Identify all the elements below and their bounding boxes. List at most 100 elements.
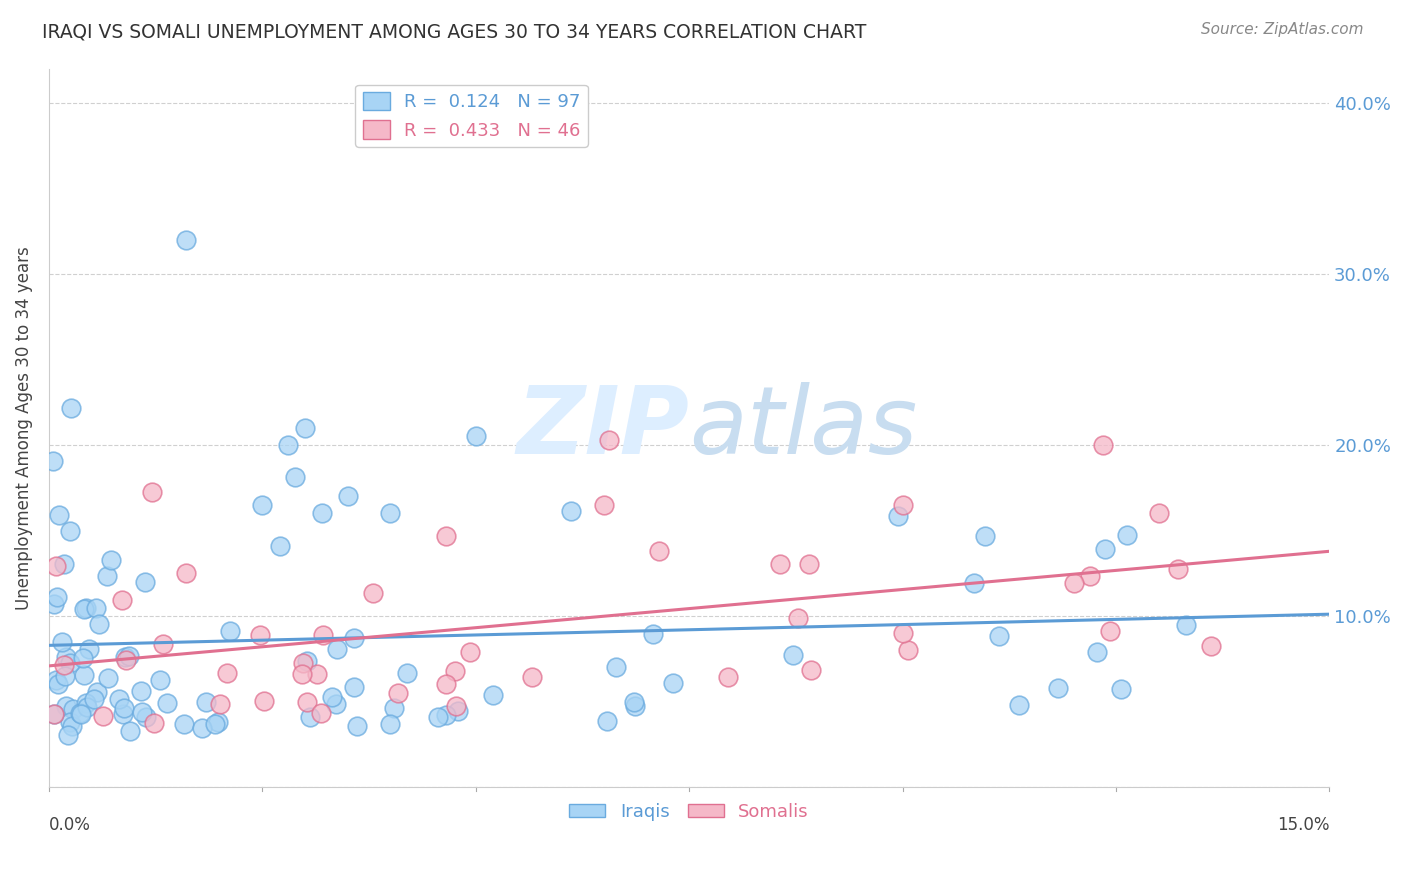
Point (378, 717, 401, 731)
Point (73, 668, 96, 682)
Point (58, 714, 80, 729)
Point (426, 710, 449, 724)
Point (395, 666, 418, 681)
Point (149, 673, 172, 687)
Point (112, 701, 135, 715)
Point (60, 719, 83, 733)
Point (325, 697, 347, 711)
Point (299, 710, 322, 724)
Point (598, 433, 620, 447)
Point (111, 593, 134, 607)
Point (321, 690, 343, 704)
Point (897, 642, 920, 657)
Point (988, 629, 1011, 643)
Point (717, 670, 740, 684)
Point (434, 529, 457, 543)
Point (596, 714, 619, 728)
Point (62, 701, 84, 715)
Point (648, 543, 671, 558)
Point (100, 553, 122, 567)
Point (252, 498, 274, 512)
Point (1085, 645, 1108, 659)
Point (291, 657, 314, 671)
Point (131, 706, 153, 720)
Point (134, 574, 156, 589)
Point (382, 701, 405, 715)
Text: atlas: atlas (689, 383, 917, 474)
Point (91, 709, 114, 723)
Point (434, 677, 457, 691)
Point (76, 700, 98, 714)
Point (174, 233, 197, 247)
Point (111, 706, 134, 721)
Point (115, 653, 138, 667)
Point (129, 683, 152, 698)
Point (249, 628, 271, 642)
Point (51, 635, 73, 649)
Point (55, 650, 77, 665)
Point (1199, 640, 1222, 654)
Point (48, 676, 70, 690)
Point (346, 719, 368, 733)
Point (253, 694, 276, 708)
Point (291, 667, 314, 681)
Point (295, 695, 318, 709)
Point (55, 699, 77, 714)
Point (605, 659, 627, 673)
Point (1175, 618, 1198, 632)
Point (482, 688, 505, 702)
Point (53, 557, 76, 571)
Point (520, 670, 543, 684)
Point (156, 696, 179, 710)
Point (444, 698, 467, 713)
Point (434, 707, 457, 722)
Point (891, 498, 914, 512)
Y-axis label: Unemployment Among Ages 30 to 34 years: Unemployment Among Ages 30 to 34 years (15, 246, 32, 609)
Point (207, 714, 229, 729)
Point (118, 649, 141, 664)
Point (641, 627, 664, 641)
Point (73, 602, 96, 616)
Point (973, 528, 995, 542)
Point (83, 692, 105, 706)
Point (56, 728, 79, 742)
Point (42, 598, 65, 612)
Point (444, 664, 467, 678)
Point (464, 429, 486, 443)
Point (387, 686, 409, 700)
Point (48, 508, 70, 522)
Point (294, 421, 316, 435)
Point (380, 506, 402, 520)
Point (800, 663, 823, 677)
Point (75, 600, 97, 615)
Point (141, 485, 163, 500)
Point (96, 569, 118, 583)
Point (1115, 527, 1137, 541)
Point (363, 586, 385, 600)
Point (77, 641, 100, 656)
Point (592, 498, 614, 512)
Point (312, 628, 335, 642)
Point (269, 539, 291, 553)
Text: ZIP: ZIP (516, 382, 689, 474)
Point (53, 669, 76, 683)
Point (42, 707, 65, 722)
Point (41, 454, 63, 468)
Point (89, 617, 111, 632)
Point (69, 706, 91, 720)
Point (297, 654, 319, 668)
Point (215, 666, 238, 681)
Point (311, 506, 333, 520)
Point (191, 721, 214, 735)
Point (97, 671, 120, 685)
Point (560, 503, 582, 517)
Point (173, 716, 195, 731)
Point (342, 680, 364, 694)
Legend: Iraqis, Somalis: Iraqis, Somalis (562, 796, 815, 828)
Text: Source: ZipAtlas.com: Source: ZipAtlas.com (1201, 22, 1364, 37)
Point (1063, 576, 1085, 591)
Point (174, 566, 197, 581)
Point (623, 698, 645, 713)
Point (797, 557, 820, 571)
Point (769, 558, 792, 572)
